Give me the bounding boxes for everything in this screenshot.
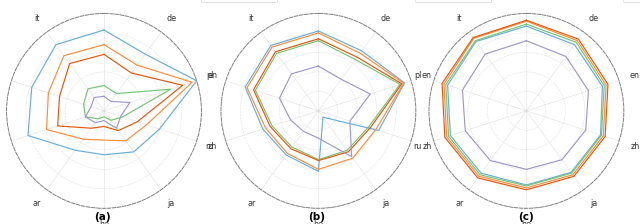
Text: (b): (b) xyxy=(308,212,325,222)
Text: (a): (a) xyxy=(94,212,111,222)
Text: (c): (c) xyxy=(518,212,534,222)
Legend: ChatGPT, LLaMA2-Chat 70B, LLaMA2-Chat 13B, Vicuna v1.5 13B, BLOOMZ-MT: ChatGPT, LLaMA2-Chat 70B, LLaMA2-Chat 13… xyxy=(201,0,276,2)
Legend: ChatGPT, LLaMA2-Chat 70B, LLaMA2-Chat 13B, Vicuna v1.5 13B, BLOOMZ-MT: ChatGPT, LLaMA2-Chat 70B, LLaMA2-Chat 13… xyxy=(623,0,640,2)
Legend: ChatGPT, LLaMA2-Chat 70B, LLaMA2-Chat 13B, Vicuna v1.5 13B, BLOOMZ-MT: ChatGPT, LLaMA2-Chat 70B, LLaMA2-Chat 13… xyxy=(415,0,491,2)
